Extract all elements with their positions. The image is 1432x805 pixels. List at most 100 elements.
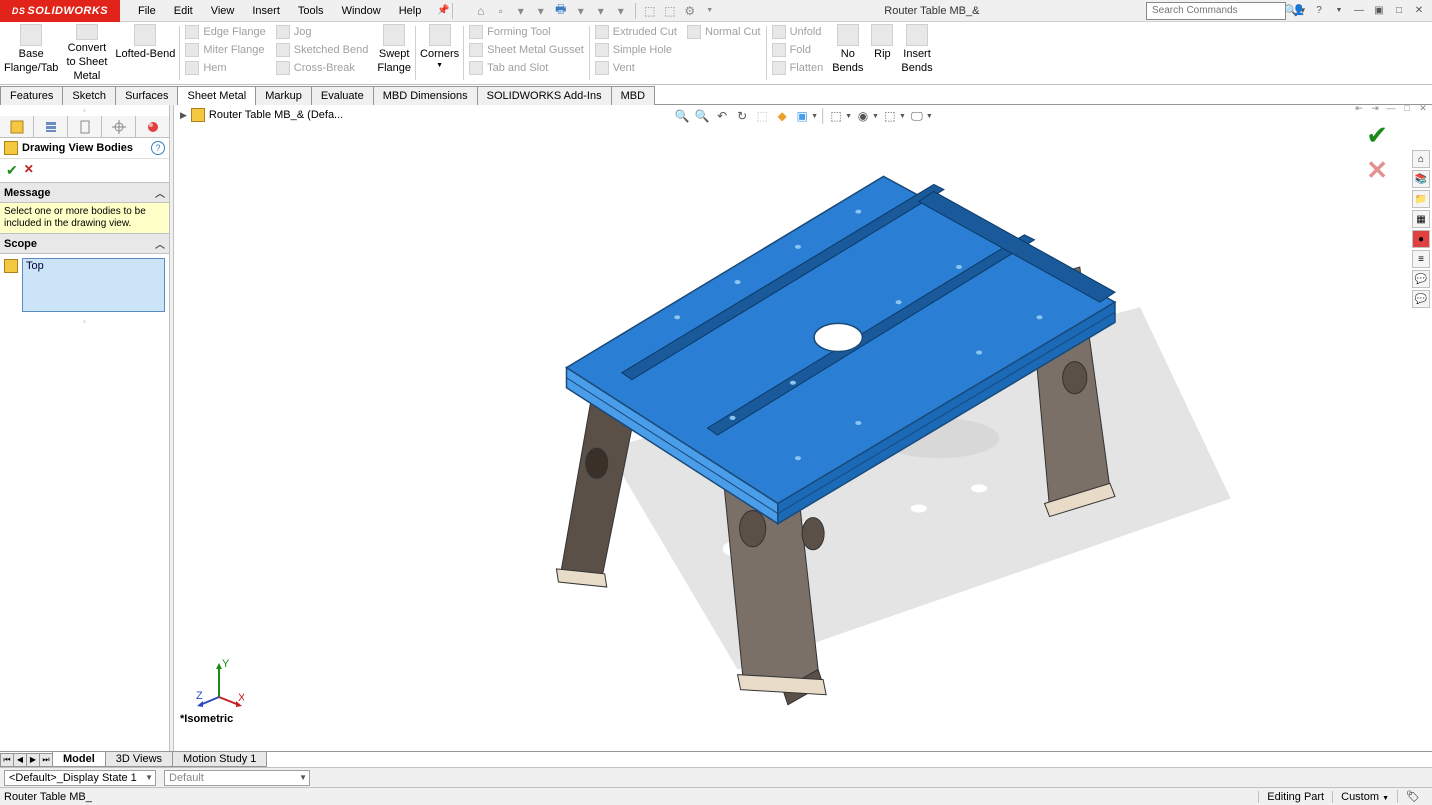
ok-button[interactable]: ✔ [6,162,18,179]
open-icon[interactable]: ▾ [513,3,529,19]
view-orientation-icon[interactable]: ◆ [773,107,791,125]
appearances-icon[interactable]: ● [1412,230,1430,248]
restore-icon[interactable]: ▣ [1372,4,1386,18]
status-units[interactable]: Custom ▼ [1332,791,1397,803]
jog-button[interactable]: Jog [273,23,372,41]
hide-dd-icon[interactable]: ▼ [845,113,852,120]
vp-close-icon[interactable]: ✕ [1416,101,1430,115]
property-manager-help-icon[interactable]: ? [151,141,165,155]
sheet-metal-gusset-button[interactable]: Sheet Metal Gusset [466,41,587,59]
lofted-bend-button[interactable]: Lofted-Bend [111,22,179,84]
dimxpert-manager-tab[interactable] [102,116,136,137]
hide-show-icon[interactable]: ⬚ [827,107,845,125]
fold-button[interactable]: Fold [769,41,827,59]
save-icon[interactable]: ▾ [533,3,549,19]
display-state-select[interactable]: <Default>_Display State 1 ▼ [4,770,156,786]
settings-dd-icon[interactable]: ▼ [702,3,718,19]
tab-mbd[interactable]: MBD [611,86,655,105]
previous-view-icon[interactable]: ↶ [713,107,731,125]
confirm-ok-icon[interactable]: ✔ [1366,120,1388,151]
tab-model[interactable]: Model [52,752,106,767]
no-bends-button[interactable]: NoBends [828,22,867,84]
search-commands[interactable]: 🔍 ▼ [1146,2,1286,20]
tab-3d-views[interactable]: 3D Views [105,752,173,767]
help-dd-icon[interactable]: ▼ [1332,4,1346,18]
corners-button[interactable]: Corners▼ [416,22,463,84]
minimize-icon[interactable]: — [1352,4,1366,18]
tab-first-icon[interactable]: ⏮ [0,753,14,767]
file-explorer-icon[interactable]: 📁 [1412,190,1430,208]
menu-window[interactable]: Window [334,2,389,20]
maximize-icon[interactable]: □ [1392,4,1406,18]
tab-features[interactable]: Features [0,86,63,105]
options-icon[interactable]: ⬚ [662,3,678,19]
edge-flange-button[interactable]: Edge Flange [182,23,268,41]
close-icon[interactable]: ✕ [1412,4,1426,18]
confirm-cancel-icon[interactable]: ✕ [1366,155,1388,186]
convert-sheet-metal-button[interactable]: Convertto SheetMetal [62,22,111,84]
graphics-viewport[interactable]: ⇤ ⇥ — □ ✕ ▶ Router Table MB_& (Defa... 🔍… [174,105,1432,751]
appearance-dd-icon[interactable]: ▼ [872,113,879,120]
vp-collapse-icon[interactable]: ⇤ [1352,101,1366,115]
menu-tools[interactable]: Tools [290,2,332,20]
cancel-button[interactable]: ✕ [24,162,34,179]
configuration-select[interactable]: Default ▼ [164,770,310,786]
insert-bends-button[interactable]: InsertBends [897,22,936,84]
breadcrumb[interactable]: ▶ Router Table MB_& (Defa... [180,108,343,122]
base-flange-button[interactable]: BaseFlange/Tab [0,22,62,84]
tab-and-slot-button[interactable]: Tab and Slot [466,59,587,77]
zoom-area-icon[interactable]: 🔍 [693,107,711,125]
menu-edit[interactable]: Edit [166,2,201,20]
menu-file[interactable]: File [130,2,164,20]
vp-expand-icon[interactable]: ⇥ [1368,101,1382,115]
configuration-manager-tab[interactable] [68,116,102,137]
undo-icon[interactable]: ▾ [573,3,589,19]
custom-properties-icon[interactable]: ≡ [1412,250,1430,268]
search-input[interactable] [1152,5,1284,16]
tab-solidworks-addins[interactable]: SOLIDWORKS Add-Ins [477,86,612,105]
display-manager-tab[interactable] [136,116,169,137]
settings-dd-icon[interactable]: ▼ [926,113,933,120]
miter-flange-button[interactable]: Miter Flange [182,41,268,59]
property-manager-tab[interactable] [34,116,68,137]
tab-motion-study[interactable]: Motion Study 1 [172,752,267,767]
tab-mbd-dimensions[interactable]: MBD Dimensions [373,86,478,105]
panel-grip-bottom[interactable]: ◦ [0,316,169,327]
vent-button[interactable]: Vent [592,59,680,77]
pin-icon[interactable]: 📌 [437,5,449,16]
scene-dd-icon[interactable]: ▼ [899,113,906,120]
select-icon[interactable]: ▾ [613,3,629,19]
flatten-button[interactable]: Flatten [769,59,827,77]
scope-item[interactable]: Top [26,260,161,272]
vp-minimize-icon[interactable]: — [1384,101,1398,115]
menu-view[interactable]: View [203,2,243,20]
design-library-icon[interactable]: 📚 [1412,170,1430,188]
tab-sketch[interactable]: Sketch [62,86,116,105]
user-icon[interactable]: 👤 [1292,4,1306,18]
sketched-bend-button[interactable]: Sketched Bend [273,41,372,59]
message-section-header[interactable]: Message ︿ [0,182,169,203]
section-view-icon[interactable]: ↻ [733,107,751,125]
forum2-icon[interactable]: 💬 [1412,290,1430,308]
menu-insert[interactable]: Insert [244,2,288,20]
tab-prev-icon[interactable]: ◀ [13,753,27,767]
panel-grip-top[interactable]: ◦ [0,105,169,116]
zoom-fit-icon[interactable]: 🔍 [673,107,691,125]
tab-markup[interactable]: Markup [255,86,312,105]
view-palette-icon[interactable]: ▦ [1412,210,1430,228]
tab-evaluate[interactable]: Evaluate [311,86,374,105]
feature-manager-tab[interactable] [0,116,34,137]
orientation-triad[interactable]: Y X Z [194,657,244,707]
tab-sheet-metal[interactable]: Sheet Metal [177,86,256,105]
view-settings-icon[interactable]: 🖵 [908,107,926,125]
apply-scene-icon[interactable]: ⬚ [881,107,899,125]
extruded-cut-button[interactable]: Extruded Cut [592,23,680,41]
scope-section-header[interactable]: Scope ︿ [0,233,169,254]
forum-icon[interactable]: 💬 [1412,270,1430,288]
scope-listbox[interactable]: Top [22,258,165,312]
display-dd-icon[interactable]: ▼ [811,113,818,120]
normal-cut-button[interactable]: Normal Cut [684,23,764,41]
unfold-button[interactable]: Unfold [769,23,827,41]
vp-maximize-icon[interactable]: □ [1400,101,1414,115]
help-icon[interactable]: ? [1312,4,1326,18]
